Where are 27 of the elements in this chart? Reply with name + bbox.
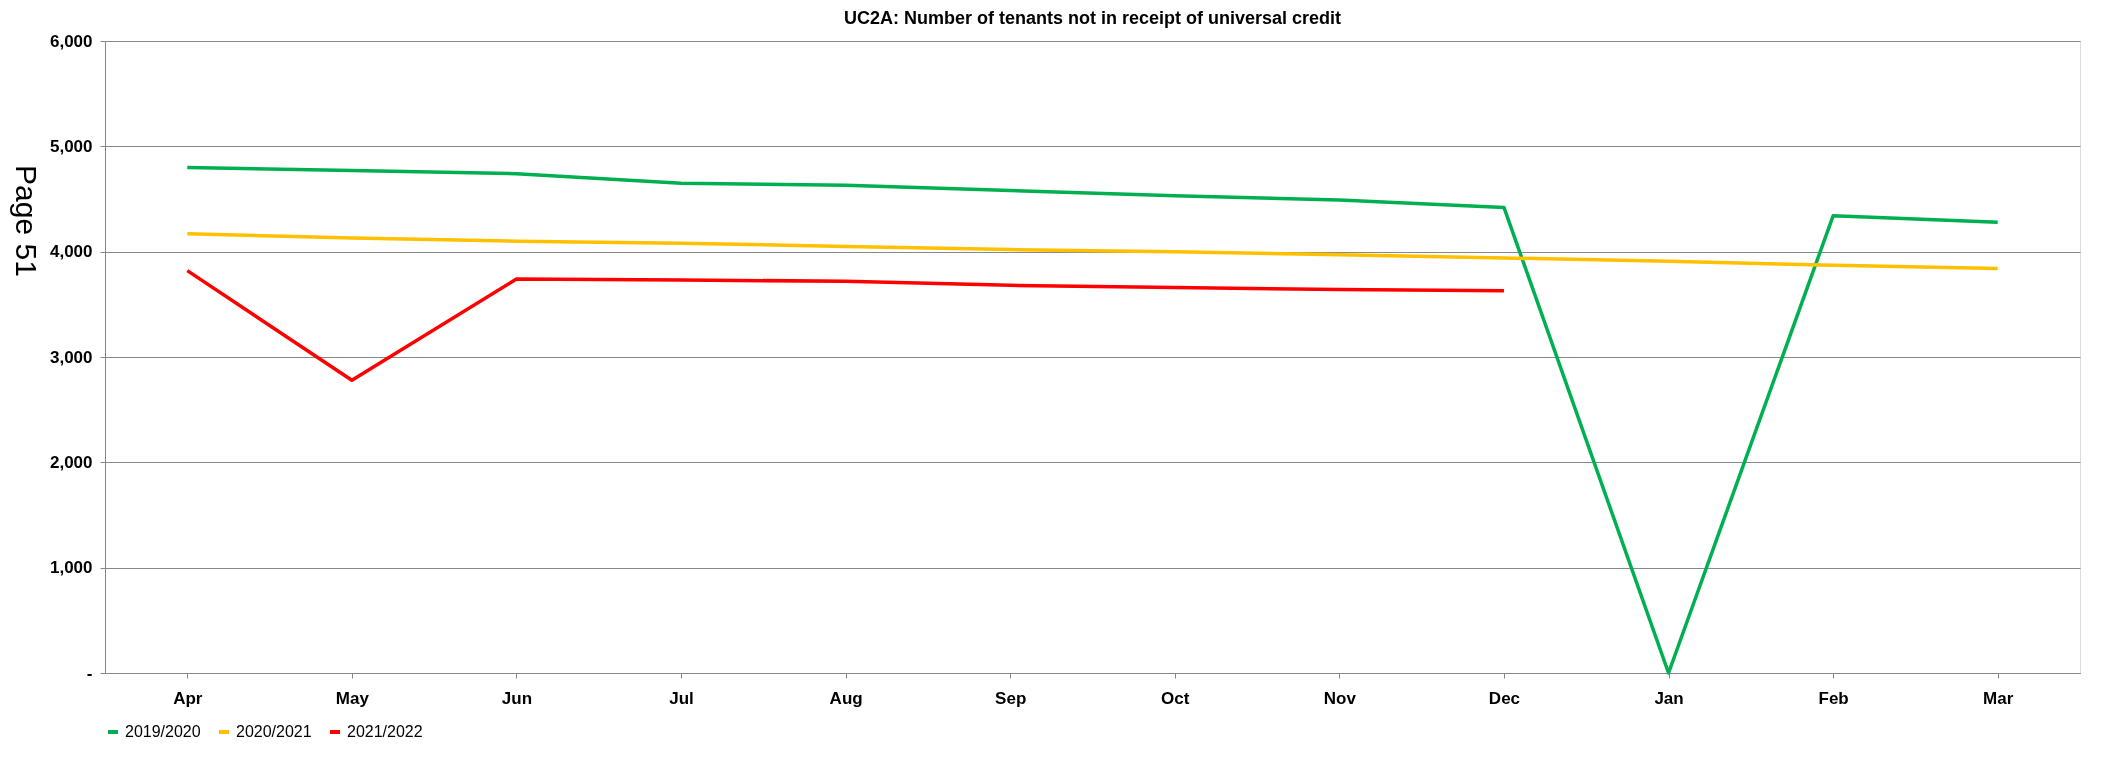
y-tick-label: 2,000 bbox=[49, 452, 93, 472]
x-tick-label: Dec bbox=[1488, 688, 1521, 708]
legend-label: 2020/2021 bbox=[236, 723, 312, 740]
x-tick-label: Aug bbox=[829, 688, 863, 708]
x-tick-label: Jul bbox=[669, 688, 694, 708]
chart-title: UC2A: Number of tenants not in receipt of universal credit bbox=[843, 8, 1342, 28]
x-tick-label: Apr bbox=[173, 688, 203, 708]
y-tick-label: 5,000 bbox=[49, 136, 93, 156]
line-series bbox=[185, 268, 1506, 382]
x-tick-label: Jun bbox=[501, 688, 533, 708]
x-tick-label: Sep bbox=[995, 688, 1027, 708]
y-tick-label: - bbox=[86, 663, 93, 683]
y-tick-label: 3,000 bbox=[49, 347, 93, 367]
y-tick-label: 6,000 bbox=[49, 31, 93, 51]
x-tick-label: Mar bbox=[1983, 688, 2014, 708]
y-tick-label: 1,000 bbox=[49, 558, 93, 578]
text: Page 51 bbox=[10, 165, 43, 277]
legend-label: 2021/2022 bbox=[347, 723, 423, 740]
x-tick-label: Nov bbox=[1323, 688, 1357, 708]
x-tick-label: Jan bbox=[1654, 688, 1684, 708]
line-series bbox=[185, 165, 2000, 675]
legend-label: 2019/2020 bbox=[125, 723, 201, 740]
x-tick-label: Oct bbox=[1161, 688, 1190, 708]
y-tick-label: 4,000 bbox=[49, 242, 93, 262]
x-tick-label: May bbox=[335, 688, 370, 708]
x-tick-label: Feb bbox=[1818, 688, 1849, 708]
line-series bbox=[185, 232, 2000, 271]
